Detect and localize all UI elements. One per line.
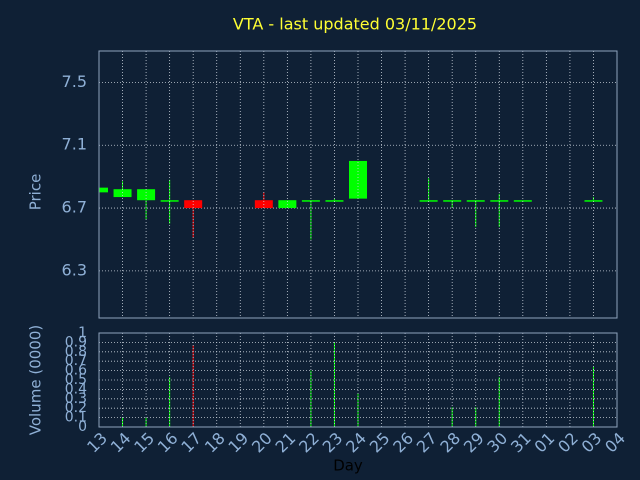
y2-tick-label: 0.7	[65, 353, 87, 369]
y2-tick-label: 0.2	[65, 400, 87, 416]
y-tick-label: 6.3	[62, 260, 87, 279]
candle-body	[513, 200, 532, 202]
y-tick-label: 7.5	[62, 72, 87, 91]
candle-body	[466, 200, 485, 202]
y2-tick-label: 0	[78, 419, 87, 435]
y2-tick-label: 0.1	[65, 410, 87, 426]
candle-body	[160, 200, 179, 202]
y2-tick-label: 1	[78, 325, 87, 341]
y2-tick-label: 0.9	[65, 334, 87, 350]
volume-frame	[98, 332, 618, 428]
x-axis-label: Day	[333, 457, 363, 475]
candle-body	[419, 200, 438, 202]
y-tick-label: 7.1	[62, 135, 87, 154]
y-tick-label: 6.7	[62, 198, 87, 217]
price-frame	[98, 50, 618, 319]
y2-tick-label: 0.3	[65, 391, 87, 407]
candle-body	[349, 160, 367, 199]
candle-body	[99, 187, 108, 193]
chart-title: VTA - last updated 03/11/2025	[233, 15, 477, 34]
candle-body	[325, 200, 344, 202]
candle-body	[137, 189, 156, 201]
y2-axis-label: Volume (0000)	[27, 325, 45, 435]
y-axis-label: Price	[27, 174, 45, 211]
candle-body	[113, 189, 132, 198]
candle-body	[301, 200, 320, 202]
y2-tick-label: 0.8	[65, 344, 87, 360]
y2-tick-label: 0.6	[65, 363, 87, 379]
candle-body	[490, 200, 509, 202]
y2-tick-label: 0.4	[65, 381, 87, 397]
candle-body	[443, 200, 462, 202]
y2-tick-label: 0.5	[65, 372, 87, 388]
candle-body	[584, 200, 603, 202]
